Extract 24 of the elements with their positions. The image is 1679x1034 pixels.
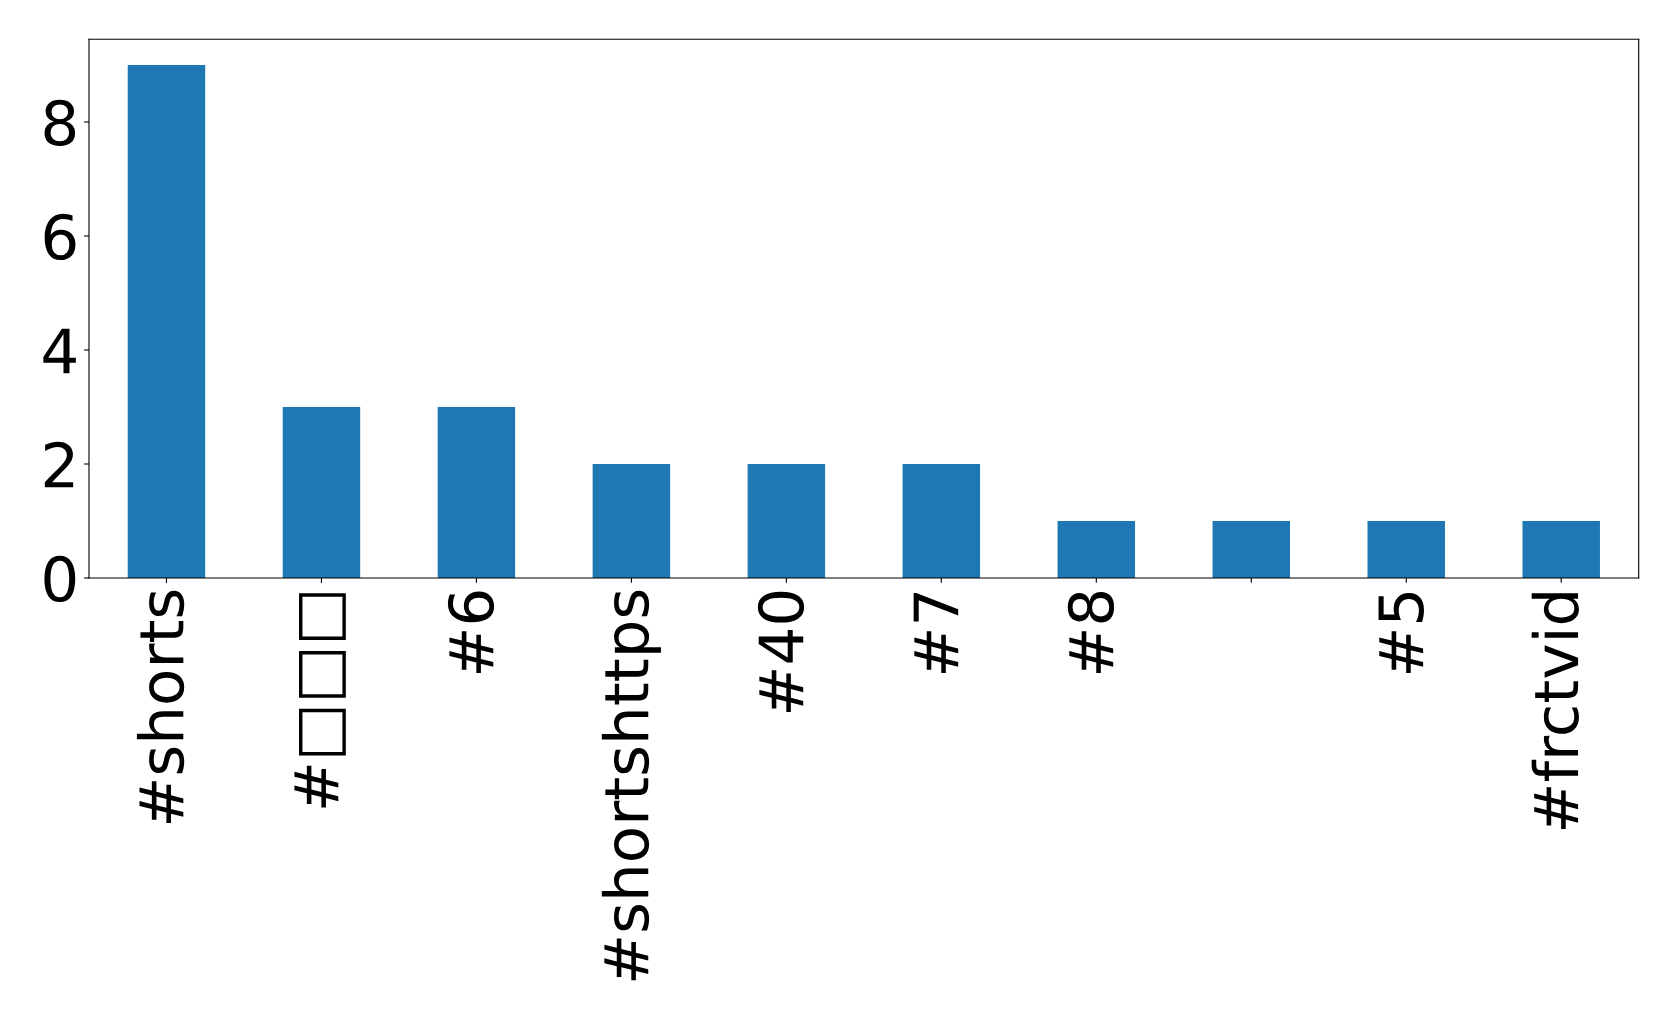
bar [1367, 521, 1445, 579]
y-tick-label: 0 [44, 555, 76, 603]
y-tick-label: 4 [43, 328, 76, 374]
y-tick-label: 8 [44, 99, 76, 147]
x-tick-label: #5 [1378, 593, 1424, 674]
bar [592, 463, 671, 579]
bar [747, 463, 826, 579]
bar [437, 406, 516, 579]
x-tick-label: #shorts [136, 590, 185, 824]
x-tick-label: #7 [913, 592, 959, 674]
x-tick-label: #frctvid [1531, 593, 1579, 829]
y-tick-label: 2 [44, 441, 74, 488]
bar [127, 64, 206, 579]
bar [1522, 521, 1600, 579]
x-tick-label: #8 [1067, 591, 1115, 674]
x-tick-label: #shortshttps [601, 590, 661, 981]
bar [1212, 521, 1291, 579]
bar [1057, 521, 1136, 579]
x-tick-label: #□□□ [294, 593, 346, 808]
bar [902, 463, 981, 579]
bar [282, 406, 361, 579]
y-tick-label: 6 [44, 213, 76, 261]
x-tick-label: #40 [757, 591, 805, 712]
x-tick-label: #6 [447, 591, 495, 674]
